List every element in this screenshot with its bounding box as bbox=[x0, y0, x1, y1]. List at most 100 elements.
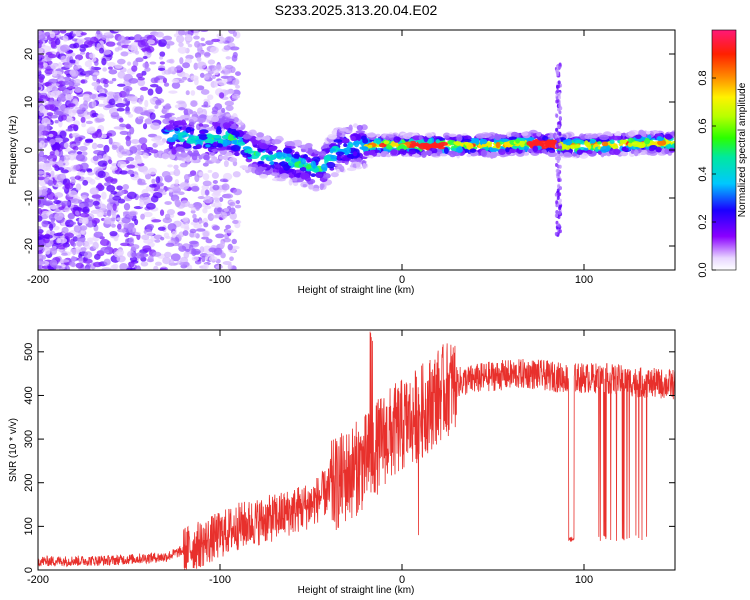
heatmap-noise-cell bbox=[60, 169, 69, 174]
heatmap-noise-cell bbox=[85, 120, 93, 125]
heatmap-noise-cell bbox=[142, 55, 148, 60]
heatmap-band-cell bbox=[383, 140, 390, 145]
heatmap-spike-cell bbox=[556, 195, 560, 200]
heatmap-band-cell bbox=[448, 133, 457, 138]
heatmap-noise-cell bbox=[147, 88, 154, 96]
heatmap-band-cell bbox=[283, 163, 290, 171]
heatmap-noise-cell bbox=[185, 90, 190, 96]
heatmap-spike-cell bbox=[557, 84, 561, 89]
heatmap-noise-cell bbox=[219, 178, 228, 183]
heatmap-noise-cell bbox=[51, 69, 58, 77]
heatmap-noise-cell bbox=[220, 211, 228, 219]
heatmap-noise-cell bbox=[106, 209, 112, 217]
heatmap-band-cell bbox=[583, 147, 589, 151]
heatmap-band-cell bbox=[203, 154, 210, 161]
heatmap-noise-cell bbox=[112, 203, 117, 211]
heatmap-band-cell bbox=[375, 133, 381, 138]
heatmap-noise-cell bbox=[110, 112, 120, 119]
heatmap-noise-cell bbox=[73, 78, 81, 84]
heatmap-noise-cell bbox=[38, 261, 46, 265]
snr-panel: -200 -100 0 100 0 100 200 300 400 500 Height of s… bbox=[8, 329, 676, 596]
heatmap-band-cell bbox=[601, 141, 609, 147]
heatmap-noise-cell bbox=[64, 148, 72, 152]
heatmap-noise-cell bbox=[212, 184, 220, 191]
heatmap-noise-cell bbox=[130, 244, 140, 250]
heatmap-noise-cell bbox=[108, 137, 113, 145]
heatmap-noise-cell bbox=[168, 188, 173, 193]
heatmap-spike-cell bbox=[556, 89, 560, 94]
heatmap-band-cell bbox=[408, 149, 416, 155]
heatmap-noise-cell bbox=[150, 122, 161, 130]
heatmap-noise-cell bbox=[84, 240, 95, 245]
heatmap-noise-cell bbox=[224, 193, 234, 199]
heatmap-noise-cell bbox=[83, 251, 93, 259]
heatmap-band-cell bbox=[265, 135, 270, 142]
heatmap-band-cell bbox=[352, 123, 358, 128]
heatmap-noise-cell bbox=[101, 57, 107, 66]
heatmap-noise-cell bbox=[80, 116, 86, 124]
heatmap-noise-cell bbox=[116, 223, 122, 230]
heatmap-band-cell bbox=[508, 136, 517, 140]
heatmap-band-cell bbox=[444, 135, 450, 139]
heatmap-band-cell bbox=[355, 161, 361, 168]
heatmap-noise-cell bbox=[191, 185, 200, 192]
heatmap-noise-cell bbox=[179, 57, 184, 65]
heatmap-band-cell bbox=[335, 168, 341, 174]
heatmap-band-cell bbox=[308, 184, 314, 190]
heatmap-noise-cell bbox=[139, 94, 144, 102]
heatmap-band-cell bbox=[591, 133, 599, 139]
heatmap-noise-cell bbox=[68, 81, 75, 87]
heatmap-noise-cell bbox=[106, 202, 114, 211]
heatmap-band-cell bbox=[287, 160, 294, 167]
heatmap-noise-cell bbox=[190, 100, 198, 108]
heatmap-noise-cell bbox=[96, 209, 105, 218]
heatmap-noise-cell bbox=[104, 104, 114, 109]
heatmap-noise-cell bbox=[200, 188, 205, 197]
heatmap-band-cell bbox=[198, 123, 204, 127]
heatmap-noise-cell bbox=[152, 192, 163, 199]
heatmap-band-cell bbox=[455, 146, 463, 153]
heatmap-band-cell bbox=[475, 138, 480, 145]
heatmap-noise-cell bbox=[161, 171, 171, 178]
heatmap-band-cell bbox=[291, 153, 301, 158]
heatmap-noise-cell bbox=[192, 218, 200, 223]
heatmap-noise-cell bbox=[207, 169, 213, 173]
heatmap-noise-cell bbox=[38, 129, 43, 137]
heatmap-band-cell bbox=[175, 146, 185, 152]
heatmap-noise-cell bbox=[118, 189, 125, 196]
heatmap-noise-cell bbox=[64, 232, 75, 239]
heatmap-noise-cell bbox=[103, 83, 109, 88]
heatmap-band-cell bbox=[475, 133, 486, 139]
heatmap-noise-cell bbox=[60, 173, 66, 179]
heatmap-noise-cell bbox=[154, 261, 162, 266]
heatmap-noise-cell bbox=[93, 85, 103, 91]
heatmap-noise-cell bbox=[74, 210, 80, 216]
colorbar-tick-label: 0.6 bbox=[697, 118, 709, 133]
heatmap-band-cell bbox=[356, 124, 364, 131]
heatmap-noise-cell bbox=[185, 34, 192, 38]
heatmap-band-cell bbox=[390, 148, 398, 156]
heatmap-band-cell bbox=[339, 127, 349, 132]
heatmap-noise-cell bbox=[191, 256, 199, 262]
heatmap-band-cell bbox=[435, 139, 440, 144]
heatmap-band-cell bbox=[454, 140, 462, 146]
heatmap-band-cell bbox=[587, 150, 593, 155]
heatmap-noise-cell bbox=[88, 53, 96, 59]
heatmap-noise-cell bbox=[63, 142, 70, 149]
heatmap-band-cell bbox=[667, 143, 672, 149]
heatmap-noise-cell bbox=[59, 259, 70, 263]
heatmap-band-cell bbox=[627, 142, 633, 148]
heatmap-band-cell bbox=[380, 151, 387, 157]
heatmap-noise-cell bbox=[128, 261, 135, 268]
heatmap-noise-cell bbox=[59, 130, 67, 139]
heatmap-noise-cell bbox=[61, 200, 71, 206]
heatmap-noise-cell bbox=[108, 98, 116, 106]
heatmap-noise-cell bbox=[177, 191, 185, 196]
heatmap-noise-cell bbox=[235, 199, 241, 205]
heatmap-noise-cell bbox=[48, 133, 54, 138]
heatmap-noise-cell bbox=[190, 209, 196, 214]
heatmap-noise-cell bbox=[103, 144, 110, 153]
heatmap-noise-cell bbox=[116, 107, 125, 112]
heatmap-noise-cell bbox=[63, 89, 70, 95]
heatmap-noise-cell bbox=[235, 84, 241, 89]
